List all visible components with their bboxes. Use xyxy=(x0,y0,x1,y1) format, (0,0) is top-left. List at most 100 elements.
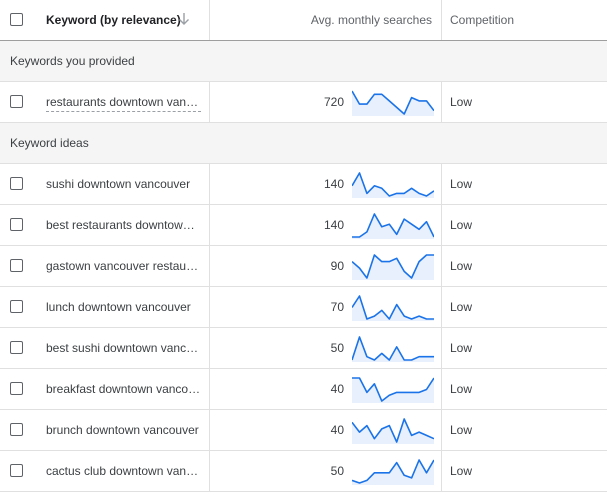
trend-sparkline[interactable] xyxy=(352,89,434,116)
avg-searches-cell: 50 xyxy=(210,451,442,491)
sparkline-line xyxy=(352,172,434,197)
table-row: cactus club downtown vancouver 50 Low xyxy=(0,451,607,492)
keyword-cell: brunch downtown vancouver xyxy=(36,410,210,450)
competition-column-header[interactable]: Competition xyxy=(450,13,515,27)
row-checkbox-cell xyxy=(0,82,36,122)
competition-value: Low xyxy=(450,95,473,109)
competition-value: Low xyxy=(450,177,473,191)
competition-cell: Low xyxy=(442,164,607,204)
competition-cell: Low xyxy=(442,410,607,450)
competition-cell: Low xyxy=(442,246,607,286)
sparkline-area xyxy=(352,378,434,403)
avg-searches-cell: 140 xyxy=(210,164,442,204)
keyword-cell: restaurants downtown vancouver xyxy=(36,82,210,122)
trend-sparkline[interactable] xyxy=(352,376,434,403)
row-checkbox[interactable] xyxy=(10,218,23,231)
row-checkbox[interactable] xyxy=(10,300,23,313)
trend-sparkline[interactable] xyxy=(352,212,434,239)
table-row: best restaurants downtown vancouver 140 Lo… xyxy=(0,205,607,246)
sparkline-line xyxy=(352,254,434,279)
avg-searches-value: 70 xyxy=(330,300,344,314)
table-row: brunch downtown vancouver 40 Low xyxy=(0,410,607,451)
trend-sparkline[interactable] xyxy=(352,417,434,444)
keyword-text: cactus club downtown vancouver xyxy=(46,464,201,478)
avg-searches-column-header[interactable]: Avg. monthly searches xyxy=(310,13,432,27)
header-checkbox-cell xyxy=(0,0,36,40)
arrow-down-icon[interactable] xyxy=(178,12,190,26)
avg-searches-cell: 720 xyxy=(210,82,442,122)
row-checkbox[interactable] xyxy=(10,95,23,108)
trend-sparkline[interactable] xyxy=(352,335,434,362)
competition-cell: Low xyxy=(442,82,607,122)
row-checkbox-cell xyxy=(0,287,36,327)
avg-searches-value: 140 xyxy=(323,177,344,191)
row-checkbox-cell xyxy=(0,369,36,409)
header-keyword-cell[interactable]: Keyword (by relevance) xyxy=(36,0,210,40)
row-checkbox-cell xyxy=(0,451,36,491)
competition-value: Low xyxy=(450,382,473,396)
row-checkbox[interactable] xyxy=(10,464,23,477)
row-checkbox[interactable] xyxy=(10,177,23,190)
keyword-cell: gastown vancouver restaurants xyxy=(36,246,210,286)
section-ideas: Keyword ideas xyxy=(0,123,607,164)
keyword-text: breakfast downtown vancouver xyxy=(46,382,201,396)
sparkline-line xyxy=(352,459,434,484)
section-provided-label: Keywords you provided xyxy=(10,54,135,68)
keyword-text: sushi downtown vancouver xyxy=(46,177,191,191)
competition-cell: Low xyxy=(442,451,607,491)
avg-searches-cell: 50 xyxy=(210,328,442,368)
sparkline-area xyxy=(352,460,434,485)
keyword-text: gastown vancouver restaurants xyxy=(46,259,201,273)
row-checkbox[interactable] xyxy=(10,341,23,354)
select-all-checkbox[interactable] xyxy=(10,13,23,26)
table-row: restaurants downtown vancouver 720 Low xyxy=(0,82,607,123)
sparkline-area xyxy=(352,173,434,198)
avg-searches-value: 50 xyxy=(330,341,344,355)
sparkline-line xyxy=(352,377,434,402)
keyword-column-header[interactable]: Keyword (by relevance) xyxy=(46,13,181,27)
competition-cell: Low xyxy=(442,369,607,409)
avg-searches-cell: 40 xyxy=(210,369,442,409)
trend-sparkline[interactable] xyxy=(352,253,434,280)
keyword-cell: best restaurants downtown vancouver xyxy=(36,205,210,245)
keyword-text[interactable]: restaurants downtown vancouver xyxy=(46,95,201,112)
row-checkbox-cell xyxy=(0,205,36,245)
trend-sparkline[interactable] xyxy=(352,294,434,321)
avg-searches-cell: 70 xyxy=(210,287,442,327)
trend-sparkline[interactable] xyxy=(352,171,434,198)
table-header: Keyword (by relevance) Avg. monthly sear… xyxy=(0,0,607,41)
row-checkbox[interactable] xyxy=(10,423,23,436)
avg-searches-cell: 90 xyxy=(210,246,442,286)
keyword-cell: breakfast downtown vancouver xyxy=(36,369,210,409)
section-provided: Keywords you provided xyxy=(0,41,607,82)
row-checkbox[interactable] xyxy=(10,382,23,395)
sparkline-line xyxy=(352,90,434,115)
keyword-cell: lunch downtown vancouver xyxy=(36,287,210,327)
keyword-text: best sushi downtown vancouver xyxy=(46,341,201,355)
avg-searches-value: 40 xyxy=(330,423,344,437)
avg-searches-value: 50 xyxy=(330,464,344,478)
competition-cell: Low xyxy=(442,328,607,368)
table-row: lunch downtown vancouver 70 Low xyxy=(0,287,607,328)
competition-value: Low xyxy=(450,259,473,273)
row-checkbox[interactable] xyxy=(10,259,23,272)
avg-searches-cell: 140 xyxy=(210,205,442,245)
sparkline-line xyxy=(352,418,434,443)
competition-value: Low xyxy=(450,218,473,232)
keyword-cell: sushi downtown vancouver xyxy=(36,164,210,204)
header-avg-cell[interactable]: Avg. monthly searches xyxy=(210,0,442,40)
row-checkbox-cell xyxy=(0,246,36,286)
table-row: gastown vancouver restaurants 90 Low xyxy=(0,246,607,287)
sparkline-area xyxy=(352,419,434,444)
competition-value: Low xyxy=(450,423,473,437)
sparkline-line xyxy=(352,336,434,361)
table-row: sushi downtown vancouver 140 Low xyxy=(0,164,607,205)
sparkline-line xyxy=(352,213,434,238)
trend-sparkline[interactable] xyxy=(352,458,434,485)
competition-value: Low xyxy=(450,300,473,314)
header-competition-cell[interactable]: Competition xyxy=(442,0,607,40)
keyword-text: brunch downtown vancouver xyxy=(46,423,199,437)
competition-value: Low xyxy=(450,464,473,478)
row-checkbox-cell xyxy=(0,328,36,368)
